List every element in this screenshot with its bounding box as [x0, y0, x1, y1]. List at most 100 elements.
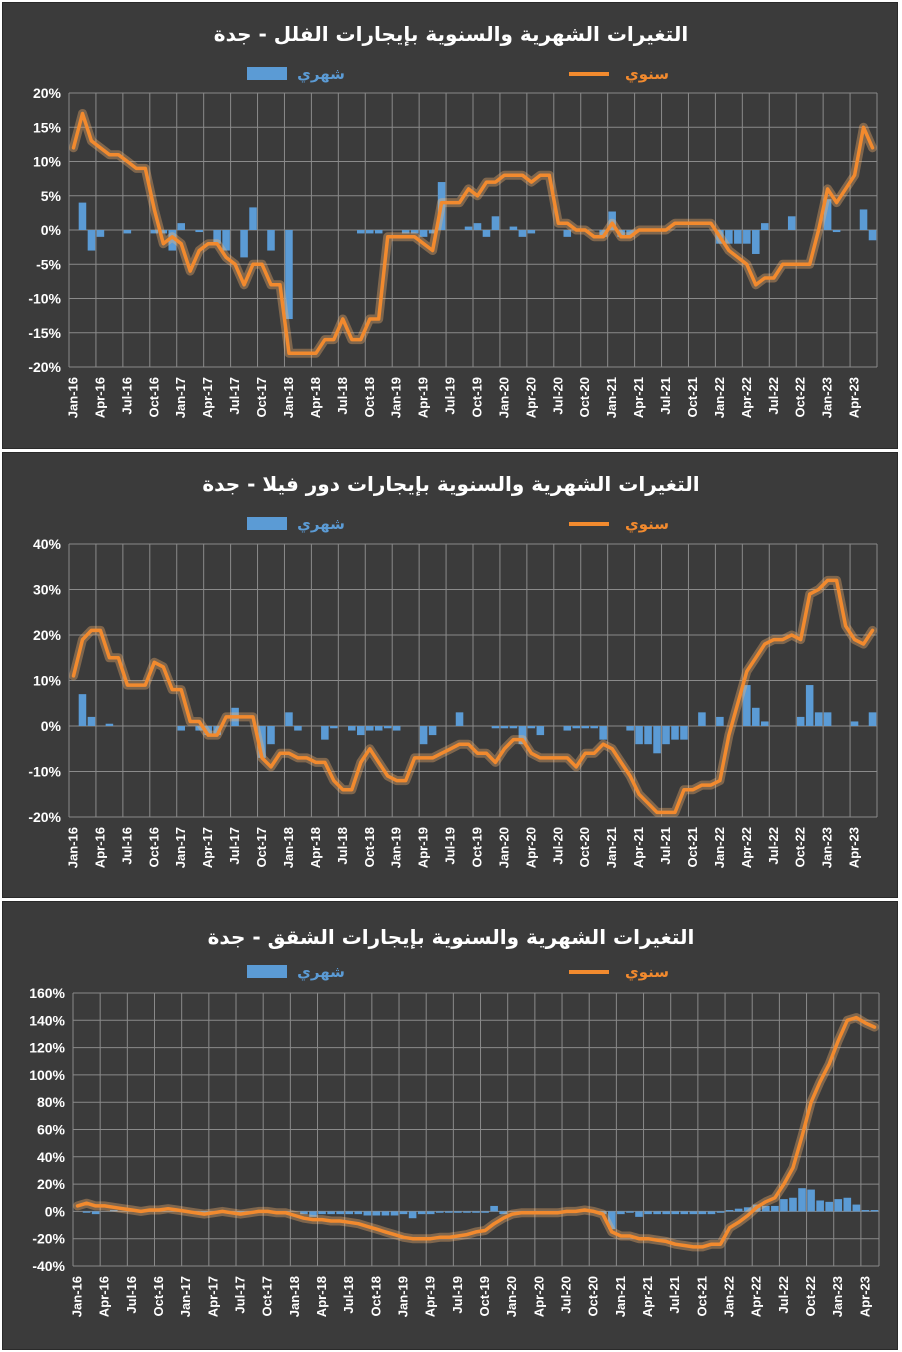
bar-monthly [500, 726, 509, 729]
x-tick-label: Jul-19 [443, 827, 458, 865]
bar-monthly [509, 726, 518, 729]
bar-monthly [509, 226, 518, 230]
bar-monthly [236, 1211, 245, 1213]
x-tick-label: Oct-21 [685, 827, 700, 867]
chart-title: التغيرات الشهرية والسنوية بإيجارات الفلل… [214, 22, 688, 46]
bar-monthly [590, 726, 598, 729]
bar-monthly [318, 1211, 326, 1215]
bar-monthly [91, 1211, 100, 1215]
bar-monthly [213, 726, 221, 736]
bar-monthly [204, 726, 212, 736]
bar-monthly [345, 1211, 354, 1215]
bar-monthly [635, 1211, 643, 1217]
x-tick-label: Jan-16 [70, 1276, 85, 1317]
x-tick-label: Apr-22 [749, 1276, 764, 1317]
y-tick-label: 10% [33, 673, 62, 689]
y-tick-label: 100% [29, 1067, 65, 1083]
x-tick-label: Apr-18 [308, 827, 323, 868]
bar-monthly [707, 1211, 716, 1215]
bar-monthly [372, 1211, 381, 1216]
plot-area: 160% 140% 120% 100% 80% 60% 40% 20% 0% -20% -40% Ja… [29, 985, 880, 1317]
x-tick-label: Jul-16 [119, 377, 134, 415]
bar-monthly [834, 1199, 843, 1212]
bar-monthly [599, 726, 607, 740]
y-tick-label: 10% [33, 154, 62, 170]
bar-monthly [481, 1211, 489, 1213]
x-tick-label: Apr-16 [97, 1276, 112, 1317]
bar-monthly [426, 1211, 435, 1215]
x-tick-label: Jan-23 [830, 1276, 845, 1317]
x-tick-label: Apr-18 [314, 1276, 329, 1317]
bar-monthly [644, 726, 652, 745]
plot-area: 40% 30% 20% 10% 0% -10% -20% Jan-16 Apr-16 Jul-16… [28, 536, 878, 868]
y-tick-label: 80% [37, 1094, 66, 1110]
chart-villa-floors: التغيرات الشهرية والسنوية بإيجارات دور ف… [28, 472, 878, 868]
x-tick-label: Oct-17 [260, 1276, 275, 1316]
bar-monthly [491, 726, 500, 729]
bar-monthly [825, 1201, 833, 1212]
bar-monthly [563, 230, 572, 237]
legend: شهري سنوي [247, 65, 669, 84]
x-tick-label: Jul-21 [667, 1276, 682, 1314]
bar-monthly [105, 723, 114, 726]
series-monthly-bars [82, 1188, 879, 1230]
bar-monthly [743, 230, 751, 244]
x-tick-label: Apr-19 [416, 827, 431, 868]
bar-monthly [671, 726, 679, 740]
y-tick-label: -15% [28, 325, 61, 341]
chart-title: التغيرات الشهرية والسنوية بإيجارات دور ف… [202, 472, 699, 496]
x-tick-label: Jan-21 [604, 827, 619, 868]
x-tick-label: Apr-18 [308, 377, 323, 418]
legend: شهري سنوي [247, 515, 669, 534]
x-tick-label: Jul-20 [550, 827, 565, 865]
chart-panel-villa-floors: التغيرات الشهرية والسنوية بإيجارات دور ف… [2, 452, 898, 898]
bar-monthly [473, 223, 482, 230]
x-tick-label: Jan-20 [496, 377, 511, 418]
x-tick-label: Jul-17 [227, 377, 242, 415]
bar-monthly [518, 230, 527, 237]
x-tick-label: Apr-21 [640, 1276, 655, 1317]
bar-monthly [354, 1211, 363, 1215]
bar-monthly [491, 216, 500, 230]
bar-monthly [868, 230, 877, 241]
x-tick-label: Apr-19 [423, 1276, 438, 1317]
gridlines [68, 92, 878, 368]
bar-monthly [258, 726, 266, 758]
y-tick-label: -20% [28, 809, 61, 825]
bar-monthly [698, 1211, 707, 1215]
bar-monthly [626, 230, 634, 237]
bar-monthly [463, 1211, 471, 1213]
x-tick-label: Jan-19 [389, 827, 404, 868]
bar-monthly [321, 726, 329, 740]
x-tick-label: Oct-20 [577, 377, 592, 417]
bar-monthly [200, 1211, 209, 1213]
bar-monthly [399, 1211, 408, 1215]
bar-monthly [662, 1211, 670, 1215]
x-tick-label: Jan-17 [178, 1276, 193, 1317]
x-tick-label: Jan-16 [65, 377, 80, 418]
bar-monthly [626, 1211, 634, 1213]
legend-label-monthly: شهري [297, 963, 345, 982]
y-tick-label: -20% [32, 1231, 65, 1247]
x-tick-label: Jan-22 [712, 827, 727, 868]
x-tick-label: Apr-16 [92, 827, 107, 868]
bar-monthly [581, 726, 589, 729]
x-tick-label: Jul-18 [335, 377, 350, 415]
x-tick-label: Jul-22 [776, 1276, 791, 1314]
bar-monthly [419, 726, 428, 745]
bar-monthly [680, 1211, 689, 1215]
x-tick-label: Jan-17 [173, 827, 188, 868]
x-tick-label: Oct-20 [577, 827, 592, 867]
x-tick-label: Jan-18 [287, 1276, 302, 1317]
bar-monthly [644, 1211, 652, 1215]
bar-monthly [390, 1211, 399, 1216]
bar-monthly [527, 230, 536, 234]
bar-monthly [383, 726, 392, 729]
bar-monthly [771, 1205, 779, 1212]
y-tick-label: 0% [45, 1203, 66, 1219]
bar-monthly [798, 1188, 806, 1212]
series-annual-line [71, 111, 875, 356]
x-tick-label: Jul-22 [766, 377, 781, 415]
x-tick-label: Apr-20 [531, 1276, 546, 1317]
x-tick-label: Oct-19 [469, 377, 484, 417]
